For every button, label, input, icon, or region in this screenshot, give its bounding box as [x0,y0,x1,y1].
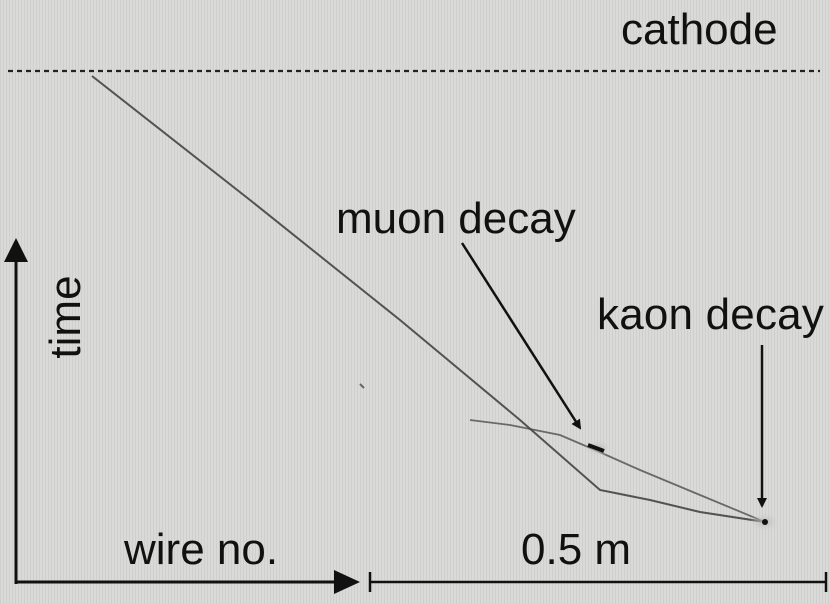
kaon-decay-label: kaon decay [597,290,825,339]
wire-axis-label: wire no. [124,525,279,574]
time-axis-label: time [41,275,90,359]
time-axis [4,238,28,584]
time-arrowhead-icon [4,238,28,262]
particle-tracks [91,75,781,532]
kaon-decay-vertex [762,519,768,525]
noise-hit [359,383,365,389]
muon-decay-arrow [460,242,582,430]
scale-label: 0.5 m [521,525,632,574]
wire-axis [16,570,360,594]
kaon-track [91,75,766,523]
muon-decay-vertex [587,443,605,453]
cathode-label: cathode [621,5,778,54]
scale-bar [368,572,828,592]
wire-arrowhead-icon [334,570,360,594]
muon-decay-label: muon decay [336,194,576,243]
